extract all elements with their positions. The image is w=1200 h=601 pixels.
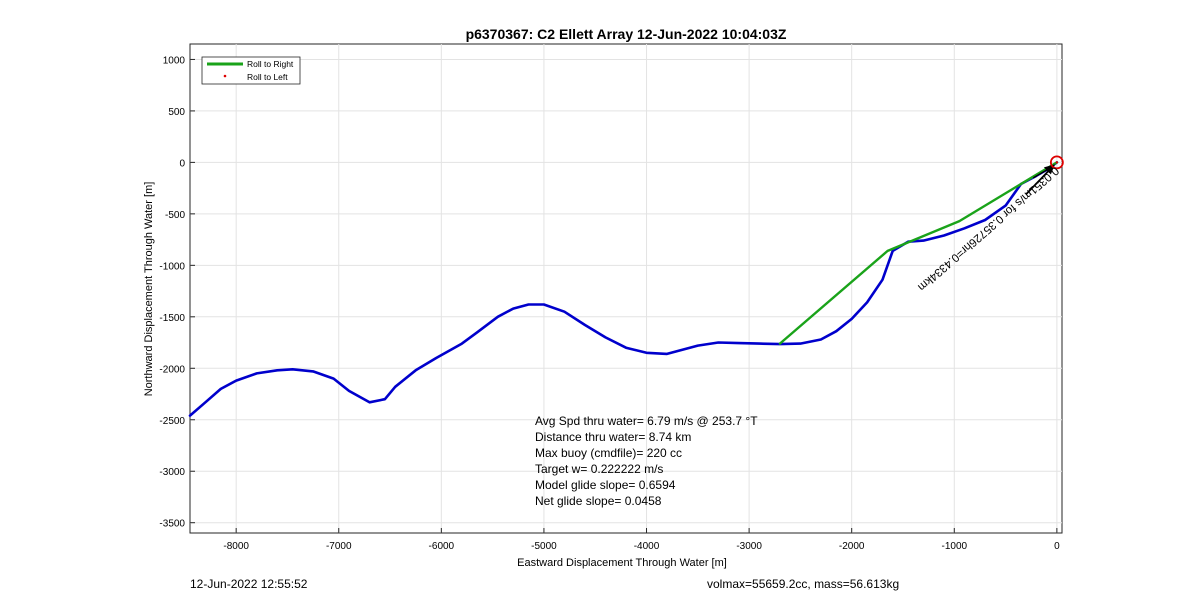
x-tick-label: -6000 (429, 541, 455, 552)
x-tick-label: -1000 (941, 541, 967, 552)
info-line-distance: Distance thru water= 8.74 km (535, 430, 691, 444)
y-tick-label: -3500 (159, 519, 185, 530)
y-tick-label: -500 (165, 210, 185, 221)
y-tick-label: -2500 (159, 416, 185, 427)
end-position-dot (1055, 161, 1059, 164)
legend-label-roll-left: Roll to Left (247, 72, 288, 82)
x-tick-label: -2000 (839, 541, 865, 552)
info-line-max-buoy: Max buoy (cmdfile)= 220 cc (535, 446, 682, 460)
x-axis-label: Eastward Displacement Through Water [m] (517, 557, 727, 569)
legend-dot-roll-left (223, 74, 227, 78)
grid-lines (190, 44, 1062, 533)
info-text-block: Avg Spd thru water= 6.79 m/s @ 253.7 °T … (535, 414, 758, 508)
x-tick-label: 0 (1054, 541, 1060, 552)
y-tick-label: 500 (168, 107, 185, 118)
x-tick-label: -4000 (634, 541, 660, 552)
y-tick-label: 0 (179, 158, 185, 169)
y-tick-label: -1500 (159, 313, 185, 324)
roll-to-right-line (778, 161, 1059, 345)
current-arrow-shaft (1032, 165, 1054, 179)
chart-title: p6370367: C2 Ellett Array 12-Jun-2022 10… (466, 26, 787, 42)
y-axis-label: Northward Displacement Through Water [m] (143, 182, 155, 397)
y-tick-label: 1000 (163, 55, 186, 66)
footer-timestamp: 12-Jun-2022 12:55:52 (190, 577, 308, 591)
x-tick-label: -7000 (326, 541, 352, 552)
x-tick-label: -3000 (736, 541, 762, 552)
info-line-model-glide: Model glide slope= 0.6594 (535, 478, 676, 492)
footer-vol-mass: volmax=55659.2cc, mass=56.613kg (707, 577, 900, 591)
y-tick-label: -1000 (159, 261, 185, 272)
end-position-marker (1049, 155, 1064, 170)
y-tick-label: -3000 (159, 467, 185, 478)
info-line-target-w: Target w= 0.222222 m/s (535, 462, 663, 476)
trajectory-line (188, 161, 1059, 417)
legend: Roll to Right Roll to Left (201, 56, 301, 85)
x-tick-label: -8000 (223, 541, 249, 552)
y-tick-label: -2000 (159, 364, 185, 375)
legend-box (201, 56, 301, 85)
info-line-avg-speed: Avg Spd thru water= 6.79 m/s @ 253.7 °T (535, 414, 758, 428)
info-line-net-glide: Net glide slope= 0.0458 (535, 494, 662, 508)
plot-area (189, 43, 1063, 534)
x-tick-label: -5000 (531, 541, 557, 552)
legend-label-roll-right: Roll to Right (247, 59, 294, 69)
axis-ticks: -8000 -7000 -6000 -5000 -4000 -3000 -2000 -1000… (159, 55, 1060, 552)
